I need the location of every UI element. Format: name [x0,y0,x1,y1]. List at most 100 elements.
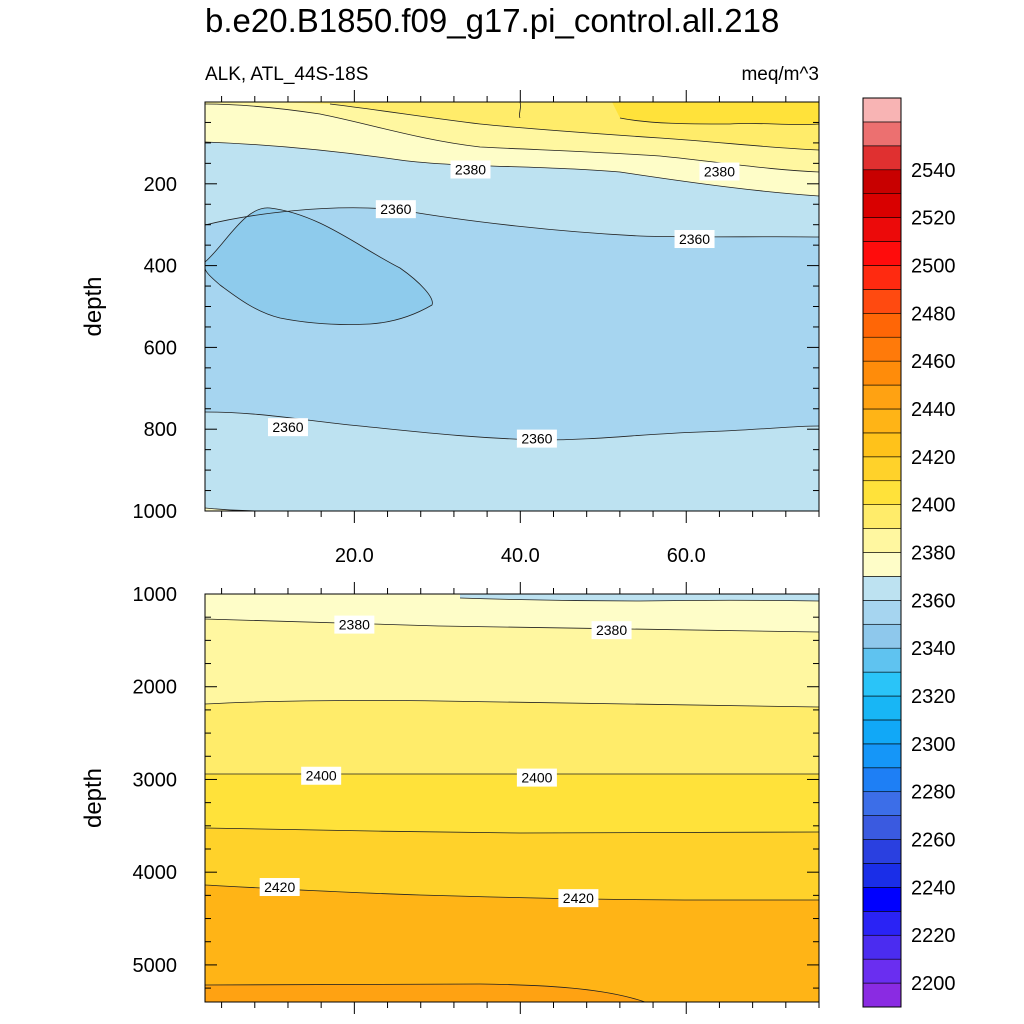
colorbar-label: 2300 [911,734,956,756]
colorbar-swatch [862,432,902,458]
colorbar-swatch [862,600,902,625]
lower-fill-2440 [205,984,645,1002]
colorbar-swatch [862,695,902,721]
y-tick-label: 2000 [133,677,178,699]
colorbar-swatch [862,647,902,673]
subtitle-units: meq/m^3 [741,64,819,85]
contour-label: 2400 [516,768,557,787]
contour-label-text: 2380 [704,164,735,180]
colorbar-swatch [862,767,902,793]
colorbar-label: 2460 [911,351,956,373]
lower-contour-line [204,700,820,708]
colorbar: 2200 2220 2240 2260 2280 2300 2320 2340 2360 2380… [862,97,956,1008]
contour-label: 2400 [301,766,342,785]
contour-label-box [516,429,557,448]
upper-contour-line [204,103,820,173]
upper-contour-line [519,101,521,119]
upper-contour-line [204,141,820,197]
colorbar-label: 2240 [911,877,956,899]
colorbar-label: 2420 [911,447,956,469]
colorbar-label: 2360 [911,590,956,612]
colorbar-swatch [862,934,902,960]
lower-fill-2390 [205,619,819,707]
contour-label-text: 2360 [380,201,411,217]
contour-label-box [674,230,715,249]
colorbar-label: 2280 [911,782,956,804]
colorbar-swatch [862,719,902,745]
contour-label-text: 2380 [455,161,486,177]
colorbar-swatch [862,671,902,697]
colorbar-label: 2520 [911,208,956,230]
contour-label-text: 2420 [563,890,594,906]
colorbar-swatch [862,743,902,769]
colorbar-frame [862,97,902,1008]
colorbar-label: 2540 [911,160,956,182]
lower-panel [204,593,820,1003]
x-tick-label: 60.0 [667,545,706,567]
colorbar-swatch [862,815,902,840]
contour-label-box [301,766,342,785]
colorbar-swatch [862,121,902,147]
contour-label: 2380 [450,160,491,179]
x-tick-label: 40.0 [501,545,540,567]
colorbar-label: 2200 [911,973,956,995]
lower-contour-line [204,983,646,1003]
contour-label-box [259,878,300,897]
colorbar-swatch [862,408,902,434]
contour-label: 2360 [375,200,416,219]
colorbar-label: 2400 [911,495,956,517]
upper-fill-2360-bottom [205,412,819,511]
contour-label-box [375,200,416,219]
contour-label-box [267,418,308,437]
contour-label-text: 2420 [264,879,295,895]
contour-label: 2380 [334,615,375,634]
contour-label: 2360 [516,429,557,448]
y-tick-label: 5000 [133,955,178,977]
colorbar-swatch [862,97,902,123]
y-tick-label: 3000 [133,769,178,791]
contour-label-text: 2380 [596,622,627,638]
contour-label: 2380 [591,621,632,640]
colorbar-label: 2320 [911,686,956,708]
contour-labels-group: 2380 2380 2360 2360 2360 2360 2380 2380 2400 2400… [259,160,740,908]
upper-fill-2370-bottom [205,508,265,511]
lower-fill-2370 [460,594,819,601]
contour-label: 2420 [259,878,300,897]
upper-contour-line [619,117,820,125]
colorbar-swatch [862,217,902,242]
lower-contour-line [204,827,820,834]
contour-label: 2420 [558,889,599,908]
contour-label-text: 2360 [679,231,710,247]
colorbar-swatch [862,289,902,314]
lower-contour-line [204,618,820,633]
contour-label-text: 2400 [306,768,337,784]
colorbar-swatch [862,241,902,266]
contour-label-box [450,160,491,179]
contour-label-text: 2360 [272,419,303,435]
colorbar-swatch [862,193,902,218]
colorbar-swatch [862,528,902,553]
upper-fill-2400-pocket [612,102,819,125]
axes-group: 200 400 600 800 1000 depth 1000 2000 3000 4000 500… [80,90,820,1014]
colorbar-label: 2440 [911,399,956,421]
colorbar-swatch [862,863,902,888]
lower-fill-2430 [205,885,819,1002]
colorbar-swatch [862,265,902,290]
y-tick-label: 1000 [133,501,178,523]
colorbar-swatch [862,958,902,984]
colorbar-swatch [862,623,902,649]
colorbar-swatch [862,145,902,171]
lower-plot-frame [204,593,820,1003]
y-tick-label: 800 [144,419,177,441]
colorbar-label: 2380 [911,543,956,565]
colorbar-swatch [862,791,902,816]
lower-fill-2420 [205,828,819,900]
colorbar-label: 2260 [911,830,956,852]
colorbar-label: 2340 [911,638,956,660]
lower-fill-2410 [205,774,819,833]
colorbar-swatch [862,169,902,194]
contour-label: 2360 [674,230,715,249]
contour-label-box [591,621,632,640]
colorbar-swatch [862,504,902,529]
